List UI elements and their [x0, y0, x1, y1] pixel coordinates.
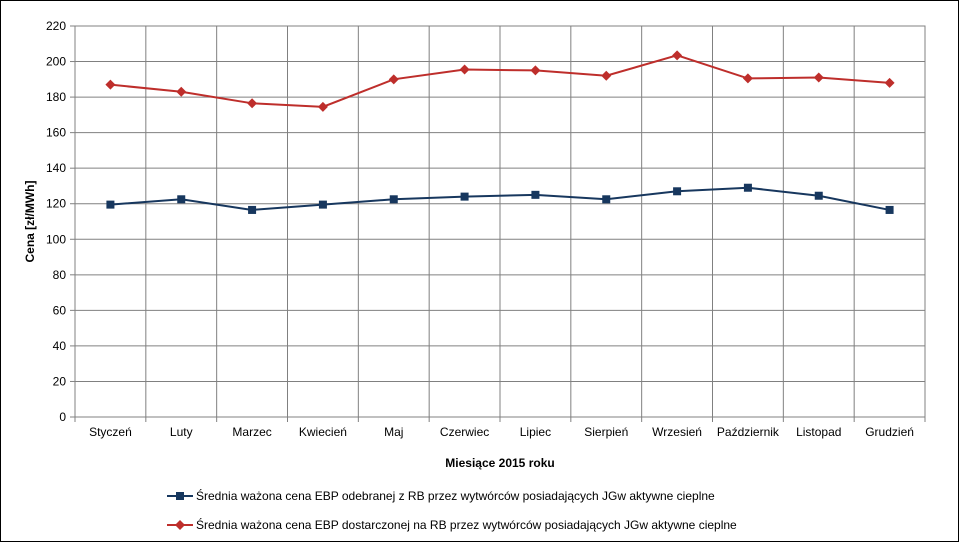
series-line [110, 54, 890, 108]
data-point-diamond [317, 101, 328, 112]
y-tick-label: 220 [46, 19, 66, 33]
data-point-square [814, 191, 823, 200]
y-tick-label: 40 [53, 339, 67, 353]
y-tick-label: 100 [46, 232, 66, 246]
legend: Średnia ważona cena EBP odebranej z RB p… [167, 488, 737, 532]
legend-marker-square [176, 492, 184, 500]
data-point-square [885, 205, 894, 214]
y-tick-label: 180 [46, 90, 66, 104]
data-point-diamond [388, 74, 399, 85]
data-point-diamond [884, 77, 895, 88]
data-point-square [602, 195, 611, 204]
y-axis-ticks: 0 20 40 60 80 100 120 140 160 180 200 220 [46, 19, 75, 424]
data-point-diamond [247, 98, 258, 109]
x-tick-label: Marzec [232, 425, 271, 439]
data-point-square [531, 190, 540, 199]
x-tick-label: Grudzień [865, 425, 914, 439]
data-point-diamond [459, 64, 470, 75]
legend-item-dostarczonej: Średnia ważona cena EBP dostarczonej na … [167, 517, 737, 532]
y-tick-label: 80 [53, 268, 67, 282]
x-tick-label: Listopad [796, 425, 841, 439]
x-tick-label: Kwiecień [299, 425, 347, 439]
data-point-square [318, 200, 327, 209]
data-point-square [389, 195, 398, 204]
data-point-diamond [601, 70, 612, 81]
x-tick-label: Maj [384, 425, 403, 439]
x-tick-label: Sierpień [584, 425, 628, 439]
data-point-square [106, 200, 115, 209]
legend-item-odebranej: Średnia ważona cena EBP odebranej z RB p… [167, 488, 715, 503]
x-tick-label: Luty [170, 425, 193, 439]
legend-label-odebranej: Średnia ważona cena EBP odebranej z RB p… [196, 488, 715, 503]
x-tick-label: Styczeń [89, 425, 132, 439]
data-point-square [177, 195, 186, 204]
data-point-diamond [176, 86, 187, 97]
y-axis-title: Cena [zł/MWh] [23, 181, 37, 263]
x-tick-label: Czerwiec [440, 425, 489, 439]
y-tick-label: 20 [53, 374, 67, 388]
x-axis-ticks: Styczeń Luty Marzec Kwiecień Maj Czerwiec Lipi… [74, 417, 926, 439]
y-tick-label: 160 [46, 126, 66, 140]
y-tick-label: 120 [46, 197, 66, 211]
x-tick-label: Październik [717, 425, 780, 439]
data-point-square [673, 187, 682, 196]
x-tick-label: Lipiec [520, 425, 551, 439]
series-dostarczonej [105, 50, 895, 112]
series-group [105, 50, 895, 214]
data-point-diamond [530, 65, 541, 76]
x-axis-title: Miesiące 2015 roku [445, 456, 554, 470]
data-point-diamond [105, 79, 116, 90]
data-point-diamond [742, 73, 753, 84]
data-point-square [460, 192, 469, 201]
legend-label-dostarczonej: Średnia ważona cena EBP dostarczonej na … [196, 517, 737, 532]
series-odebranej [106, 183, 894, 214]
data-point-diamond [813, 72, 824, 83]
y-tick-label: 140 [46, 161, 66, 175]
data-point-diamond [672, 50, 683, 61]
y-tick-label: 0 [59, 410, 66, 424]
data-point-square [743, 183, 752, 192]
x-tick-label: Wrzesień [652, 425, 702, 439]
data-point-square [248, 205, 257, 214]
legend-marker-diamond [175, 520, 185, 530]
y-tick-label: 60 [53, 303, 67, 317]
y-tick-label: 200 [46, 55, 66, 69]
series-line [110, 186, 890, 211]
